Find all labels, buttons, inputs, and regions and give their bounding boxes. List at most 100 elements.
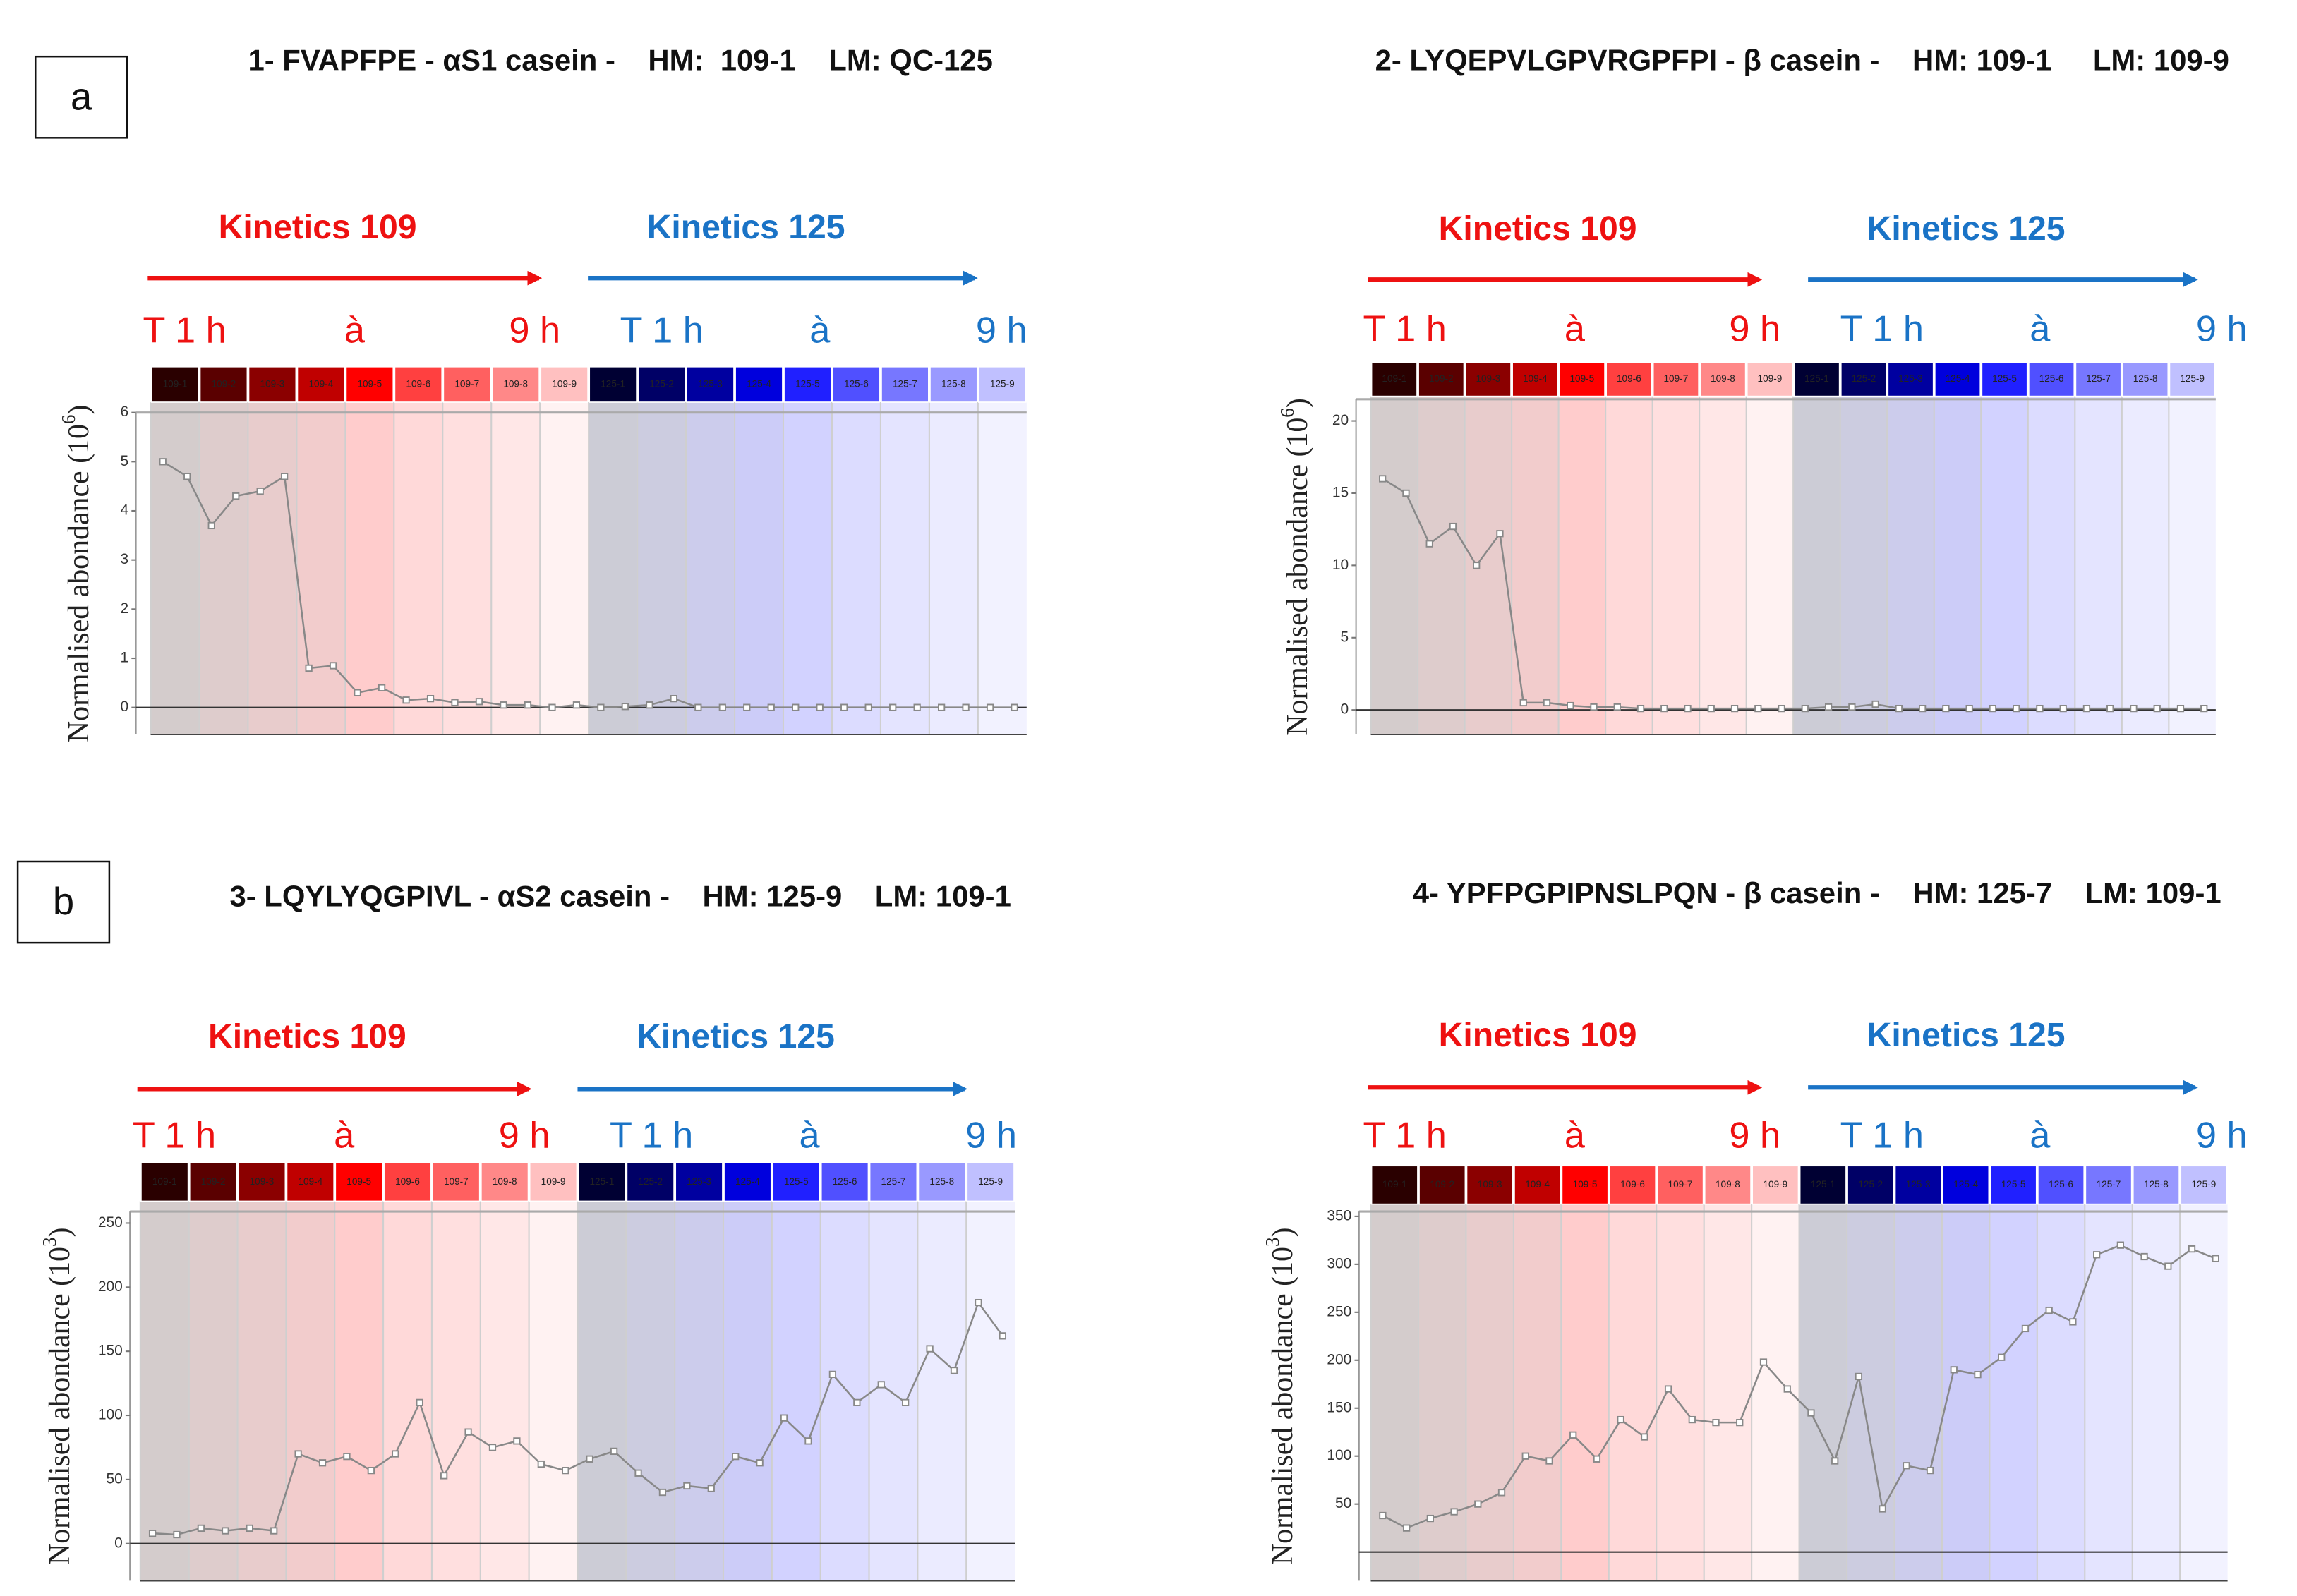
data-point bbox=[670, 695, 677, 703]
column-header bbox=[1793, 361, 1840, 397]
data-point bbox=[621, 703, 629, 711]
data-point bbox=[572, 701, 581, 709]
column-header bbox=[540, 365, 589, 403]
column-label: 125-2 bbox=[1858, 1179, 1883, 1190]
data-point bbox=[2140, 1252, 2148, 1261]
data-point bbox=[1664, 1385, 1672, 1393]
data-point bbox=[913, 703, 921, 711]
y-axis-label-part: ) bbox=[44, 1227, 76, 1237]
column-label: 109-5 bbox=[1573, 1179, 1598, 1190]
column-label: 109-6 bbox=[395, 1176, 420, 1187]
data-point bbox=[392, 1450, 399, 1458]
data-point bbox=[1903, 1462, 1910, 1470]
data-point bbox=[646, 701, 653, 709]
data-point bbox=[1402, 1524, 1411, 1532]
column-label: 109-2 bbox=[212, 378, 236, 389]
data-point bbox=[270, 1527, 278, 1535]
data-point bbox=[2059, 704, 2067, 713]
data-point bbox=[610, 1447, 618, 1456]
column-header bbox=[383, 1162, 432, 1202]
column-label: 109-9 bbox=[1763, 1179, 1787, 1190]
column-header bbox=[589, 365, 637, 403]
column-shade bbox=[529, 1201, 578, 1581]
data-point bbox=[1641, 1433, 1648, 1441]
column-header bbox=[150, 365, 200, 403]
column-shade bbox=[1418, 1204, 1466, 1581]
column-label: 125-6 bbox=[2039, 373, 2064, 384]
y-axis-label-part: ) bbox=[1267, 1227, 1299, 1237]
data-point bbox=[378, 684, 386, 691]
column-shade bbox=[296, 402, 346, 734]
time-label: T 1 h bbox=[1840, 1115, 1924, 1156]
column-shade bbox=[248, 402, 297, 734]
data-point bbox=[2130, 704, 2138, 713]
data-point bbox=[1613, 703, 1621, 711]
data-point bbox=[354, 689, 361, 696]
data-point bbox=[1974, 1371, 1982, 1379]
data-point bbox=[1871, 700, 1879, 708]
column-label: 125-4 bbox=[1946, 373, 1970, 384]
column-shade bbox=[1370, 1204, 1418, 1581]
column-shade bbox=[783, 402, 832, 734]
column-shade bbox=[1941, 1204, 1990, 1581]
column-label: 109-5 bbox=[1569, 373, 1594, 384]
chart-title: 2- LYQEPVLGPVRGPFPI - β casein - HM: 109… bbox=[1375, 44, 2229, 77]
column-header bbox=[140, 1162, 189, 1202]
data-point bbox=[318, 1459, 327, 1467]
column-header bbox=[491, 365, 540, 403]
data-point bbox=[1519, 699, 1527, 707]
column-shade bbox=[880, 402, 929, 734]
data-point bbox=[416, 1398, 423, 1406]
data-point bbox=[986, 703, 994, 711]
data-point bbox=[634, 1469, 642, 1477]
time-label: à bbox=[809, 310, 831, 351]
column-header bbox=[1840, 361, 1888, 397]
column-shade bbox=[188, 1201, 238, 1581]
panel-label: b bbox=[53, 880, 74, 923]
data-point bbox=[1474, 1500, 1482, 1508]
y-axis-label-part: Normalised abondance (10 bbox=[63, 424, 95, 742]
column-label: 109-2 bbox=[1430, 1179, 1454, 1190]
column-label: 125-2 bbox=[1852, 373, 1876, 384]
data-point bbox=[840, 703, 848, 711]
y-tick-label: 50 bbox=[1335, 1495, 1351, 1511]
data-point bbox=[889, 703, 897, 711]
data-point bbox=[2153, 704, 2161, 713]
column-shade bbox=[1558, 396, 1606, 734]
column-label: 125-2 bbox=[638, 1176, 663, 1187]
column-header bbox=[869, 1162, 918, 1202]
column-shade bbox=[977, 402, 1027, 734]
column-label: 109-7 bbox=[1668, 1179, 1693, 1190]
data-point bbox=[1543, 699, 1551, 707]
column-label: 109-7 bbox=[454, 378, 479, 389]
kinetics-label: Kinetics 109 bbox=[208, 1017, 406, 1056]
y-tick-label: 20 bbox=[1332, 412, 1349, 428]
data-line bbox=[162, 461, 1015, 708]
data-point bbox=[1879, 1505, 1886, 1513]
data-point bbox=[1567, 701, 1574, 710]
column-shade bbox=[2180, 1204, 2228, 1581]
data-point bbox=[1919, 704, 1927, 713]
data-point bbox=[2116, 1241, 2124, 1249]
column-header bbox=[1561, 1165, 1609, 1205]
time-label: T 1 h bbox=[620, 310, 704, 351]
column-label: 109-8 bbox=[1716, 1179, 1740, 1190]
data-point bbox=[1684, 704, 1692, 713]
panel-box bbox=[34, 55, 128, 139]
column-header bbox=[626, 1162, 675, 1202]
data-point bbox=[877, 1381, 885, 1389]
column-shade bbox=[637, 402, 687, 734]
column-label: 125-7 bbox=[2086, 373, 2111, 384]
data-point bbox=[464, 1428, 472, 1436]
time-label: à bbox=[334, 1115, 355, 1156]
column-label: 125-4 bbox=[747, 378, 771, 389]
data-point bbox=[1688, 1415, 1696, 1424]
data-point bbox=[828, 1370, 837, 1379]
data-point bbox=[683, 1482, 691, 1490]
data-point bbox=[440, 1472, 448, 1480]
y-tick-label: 3 bbox=[120, 551, 128, 567]
data-point bbox=[451, 699, 459, 706]
column-header bbox=[675, 1162, 723, 1202]
column-header bbox=[1370, 361, 1418, 397]
column-shade bbox=[577, 1201, 627, 1581]
